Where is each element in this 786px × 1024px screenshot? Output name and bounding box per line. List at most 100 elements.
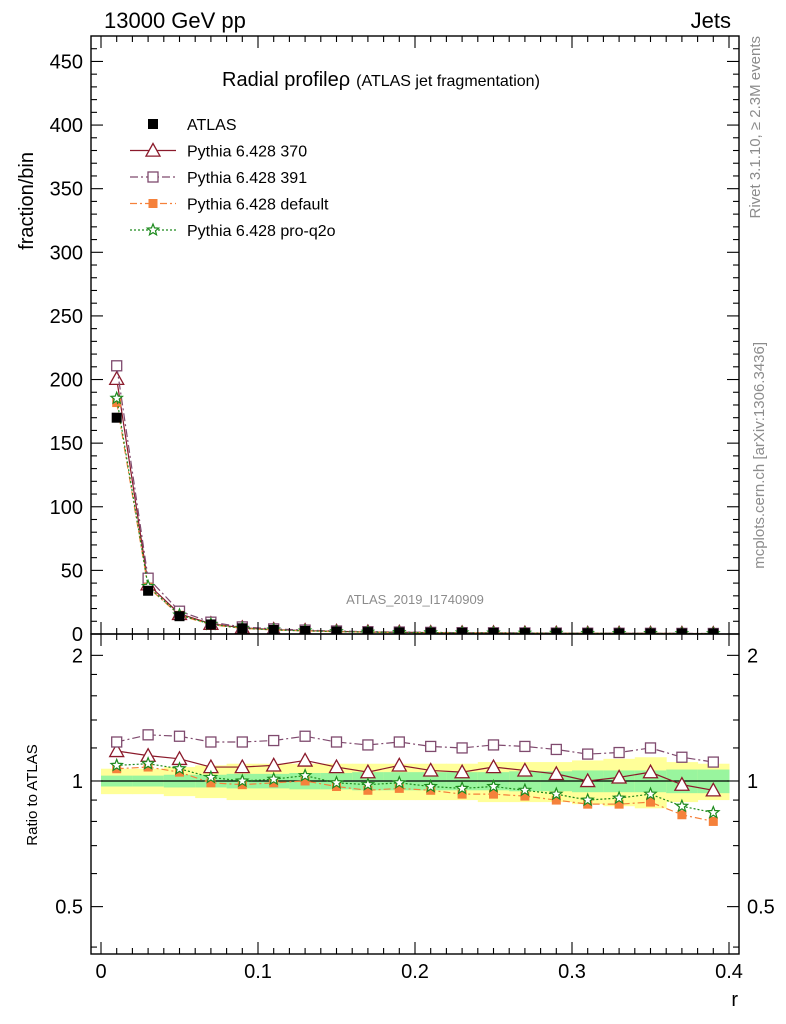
y-tick-label: 50 bbox=[61, 560, 83, 582]
series-1-ratio-point bbox=[142, 729, 154, 741]
header-right: Jets bbox=[691, 8, 731, 33]
series-2-ratio-line bbox=[116, 766, 714, 823]
series-3-ratio-point bbox=[706, 804, 721, 819]
series-2-ratio-point bbox=[708, 816, 718, 826]
series-1-ratio-point bbox=[676, 751, 688, 763]
series-3-ratio-line bbox=[116, 763, 714, 814]
ratio-axis-label: Ratio to ATLAS bbox=[24, 744, 41, 845]
y-tick-label: 450 bbox=[50, 51, 83, 73]
series-3-ratio-point bbox=[454, 780, 470, 795]
x-axis-label: r bbox=[731, 989, 738, 1011]
series-3-ratio-point bbox=[486, 778, 501, 793]
series-1-ratio-point bbox=[550, 743, 562, 756]
series-3-ratio-point bbox=[392, 775, 407, 789]
series-0-ratio-point bbox=[422, 762, 439, 777]
series-0-ratio-point bbox=[328, 758, 345, 774]
y-axis-label: fraction/bin bbox=[16, 152, 38, 250]
x-tick-label: 0.1 bbox=[244, 961, 272, 983]
mcplots-citation-label: mcplots.cern.ch [arXiv:1306.3436] bbox=[751, 342, 768, 569]
series-1-ratio-point bbox=[362, 739, 374, 751]
legend-marker-3 bbox=[145, 222, 161, 237]
legend-label-3: Pythia 6.428 pro-q2o bbox=[187, 223, 336, 240]
legend: ATLAS Pythia 6.428 370 Pythia 6.428 391 Pyt… bbox=[130, 117, 336, 240]
ratio-tick-label: 0.5 bbox=[55, 897, 83, 919]
x-tick-label: 0.2 bbox=[401, 961, 429, 983]
series-0-ratio-point bbox=[453, 763, 471, 779]
atlas-data-point bbox=[205, 619, 216, 630]
legend-label-0: Pythia 6.428 370 bbox=[187, 144, 307, 161]
y-tick-label: 200 bbox=[50, 370, 83, 392]
y-tick-label: 0 bbox=[72, 624, 83, 646]
series-2-ratio-point bbox=[646, 797, 655, 807]
series-2-ratio-point bbox=[489, 789, 498, 799]
chart-title: Radial profileρ (ATLAS jet fragmentation) bbox=[222, 69, 540, 91]
series-3-ratio-point bbox=[266, 771, 281, 786]
atlas-data-point bbox=[174, 611, 185, 622]
series-3-ratio-point bbox=[674, 798, 690, 813]
header-left: 13000 GeV pp bbox=[104, 8, 246, 33]
series-1-ratio-point bbox=[425, 740, 437, 753]
series-0-ratio-point bbox=[485, 758, 502, 774]
series-3-ratio-point bbox=[140, 756, 156, 770]
y-tick-label: 100 bbox=[50, 497, 83, 519]
series-0-ratio-point bbox=[610, 769, 628, 784]
x-tick-label: 0.4 bbox=[715, 961, 743, 983]
legend-label-atlas: ATLAS bbox=[187, 117, 237, 134]
series-3-ratio-point bbox=[423, 778, 438, 793]
legend-marker-atlas bbox=[148, 119, 158, 129]
series-0-ratio-point bbox=[391, 757, 408, 772]
series-3-main-point bbox=[109, 390, 124, 405]
series-0-ratio-point bbox=[548, 765, 565, 781]
series-1-ratio-point bbox=[111, 736, 123, 748]
series-3-ratio-point bbox=[611, 790, 627, 805]
series-0-ratio-line bbox=[116, 750, 714, 791]
series-3-ratio-point bbox=[517, 782, 533, 797]
series-0-ratio-point bbox=[234, 758, 251, 774]
y-tick-label: 350 bbox=[50, 179, 83, 201]
y-tick-label: 150 bbox=[50, 433, 83, 455]
x-tick-label: 0 bbox=[95, 961, 106, 983]
series-1-ratio-point bbox=[487, 739, 500, 751]
series-0-ratio-point bbox=[296, 752, 314, 767]
series-1-ratio-point bbox=[707, 756, 719, 768]
series-1-ratio-point bbox=[582, 748, 594, 760]
series-3-ratio-point bbox=[329, 775, 344, 789]
ratio-tick-label-right: 0.5 bbox=[747, 897, 775, 919]
series-1-ratio-point bbox=[330, 736, 343, 748]
series-1-main-point bbox=[111, 360, 123, 372]
series-1-ratio-point bbox=[299, 730, 311, 742]
series-0-ratio-point bbox=[108, 742, 125, 758]
x-tick-label: 0.3 bbox=[558, 961, 586, 983]
axis-ticks: 0 50 100 150 200 250 300 350 400 450 0 0.1 0.2 0.3 0.4… bbox=[50, 36, 775, 983]
series-0-ratio-point bbox=[516, 762, 534, 777]
legend-label-1: Pythia 6.428 391 bbox=[187, 170, 307, 187]
series-0-ratio-point bbox=[579, 772, 596, 788]
series-1-ratio-point bbox=[456, 742, 468, 754]
ratio-uncertainty-bands bbox=[101, 757, 730, 809]
y-tick-label: 250 bbox=[50, 306, 83, 328]
y-tick-label: 300 bbox=[50, 242, 83, 264]
series-3-ratio-point bbox=[172, 761, 187, 775]
series-3-ratio-point bbox=[297, 767, 313, 782]
analysis-watermark: ATLAS_2019_I1740909 bbox=[346, 592, 484, 607]
series-3-ratio-point bbox=[109, 757, 124, 772]
series-3-ratio-point bbox=[203, 769, 219, 784]
y-tick-label: 400 bbox=[50, 115, 83, 137]
series-0-ratio-point bbox=[265, 757, 282, 772]
atlas-data-point bbox=[111, 412, 122, 423]
ratio-tick-label: 2 bbox=[72, 645, 83, 667]
series-1-ratio-point bbox=[205, 736, 217, 748]
series-1-ratio-point bbox=[393, 736, 405, 748]
series-1-ratio-point bbox=[644, 742, 657, 754]
series-1-ratio-point bbox=[236, 736, 248, 748]
series-3-ratio-point bbox=[360, 777, 376, 791]
ratio-tick-label-right: 1 bbox=[747, 771, 758, 793]
ratio-tick-label-right: 2 bbox=[747, 645, 758, 667]
series-1-ratio-point bbox=[519, 740, 531, 753]
legend-marker-1 bbox=[147, 171, 159, 183]
ratio-series-group bbox=[108, 729, 722, 826]
rivet-version-label: Rivet 3.1.10, ≥ 2.3M events bbox=[747, 36, 764, 219]
series-1-ratio-point bbox=[613, 746, 625, 759]
series-0-main-point bbox=[108, 370, 125, 386]
